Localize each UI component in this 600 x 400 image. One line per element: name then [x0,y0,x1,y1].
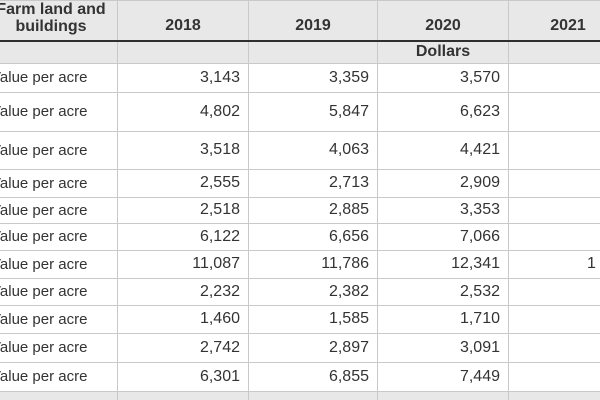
gray-strip-cell [117,390,249,400]
row-label: Value per acre [0,168,118,198]
cell-2020: 3,091 [377,332,509,363]
year-header-row: Farm land and buildings 2018 2019 2020 2… [0,0,600,42]
unit-row-spacer [508,40,600,64]
cell-2018: 2,518 [117,196,249,224]
cell-2018: 2,742 [117,332,249,363]
cell-2019: 3,359 [248,62,378,93]
unit-label: Dollars [377,40,509,64]
cell-2018: 3,518 [117,130,249,170]
cell-2018: 4,802 [117,91,249,132]
column-header-2021: 2021 [508,0,600,42]
row-label: Value per acre [0,196,118,224]
cell-2020: 7,449 [377,361,509,392]
row-label: Value per acre [0,130,118,170]
cell-2019: 5,847 [248,91,378,132]
cell-2021 [508,130,600,170]
cell-2020: 2,532 [377,277,509,306]
table-row: Value per acre 6,301 6,855 7,449 [0,361,600,392]
cell-2019: 2,885 [248,196,378,224]
cell-2020: 1,710 [377,304,509,334]
row-label: Value per acre [0,222,118,251]
cell-2020: 2,909 [377,168,509,198]
table-row: Value per acre 2,555 2,713 2,909 [0,168,600,198]
cell-2018: 6,122 [117,222,249,251]
row-label: Value per acre [0,332,118,363]
table-row: Value per acre 2,742 2,897 3,091 [0,332,600,363]
unit-row-spacer [248,40,378,64]
gray-strip-cell [248,390,378,400]
row-label: Value per acre [0,249,118,279]
row-label: Value per acre [0,62,118,93]
cell-2021: 1 [508,249,600,279]
cell-2020: 6,623 [377,91,509,132]
row-label: Value per acre [0,277,118,306]
cell-2019: 2,713 [248,168,378,198]
cell-2020: 7,066 [377,222,509,251]
cell-2021 [508,62,600,93]
cell-2018: 1,460 [117,304,249,334]
table-row: Value per acre 3,143 3,359 3,570 [0,62,600,93]
cell-2021 [508,332,600,363]
cell-2021 [508,304,600,334]
table-row: Value per acre 2,232 2,382 2,532 [0,277,600,306]
cell-2020: 3,570 [377,62,509,93]
cell-2018: 11,087 [117,249,249,279]
cell-2018: 3,143 [117,62,249,93]
column-header-2020: 2020 [377,0,509,42]
table-row: Value per acre 1,460 1,585 1,710 [0,304,600,334]
table-row: Value per acre 4,802 5,847 6,623 [0,91,600,132]
cell-2019: 6,855 [248,361,378,392]
cell-2020: 4,421 [377,130,509,170]
cell-2021 [508,361,600,392]
table-row: Value per acre 6,122 6,656 7,066 [0,222,600,251]
gray-strip-cell [377,390,509,400]
cell-2019: 2,897 [248,332,378,363]
cell-2021 [508,91,600,132]
row-label: Value per acre [0,304,118,334]
cell-2019: 6,656 [248,222,378,251]
table-row: Value per acre 2,518 2,885 3,353 [0,196,600,224]
cell-2019: 4,063 [248,130,378,170]
gray-strip-cell [508,390,600,400]
row-dimension-header: Farm land and buildings [0,0,118,42]
unit-row-spacer [117,40,249,64]
cell-2021 [508,277,600,306]
cell-2021 [508,222,600,251]
unit-row: Dollars [0,40,600,64]
column-header-2018: 2018 [117,0,249,42]
table-row: Value per acre 11,087 11,786 12,341 1 [0,249,600,279]
next-section-row-partial [0,390,600,400]
row-label: Value per acre [0,361,118,392]
cell-2021 [508,168,600,198]
cell-2020: 12,341 [377,249,509,279]
cell-2020: 3,353 [377,196,509,224]
table-row: Value per acre 3,518 4,063 4,421 [0,130,600,170]
cell-2018: 2,232 [117,277,249,306]
gray-strip-cell [0,390,118,400]
unit-row-spacer [0,40,118,64]
cell-2019: 1,585 [248,304,378,334]
cell-2019: 2,382 [248,277,378,306]
cell-2021 [508,196,600,224]
column-header-2019: 2019 [248,0,378,42]
row-label: Value per acre [0,91,118,132]
cell-2018: 6,301 [117,361,249,392]
cell-2018: 2,555 [117,168,249,198]
cell-2019: 11,786 [248,249,378,279]
